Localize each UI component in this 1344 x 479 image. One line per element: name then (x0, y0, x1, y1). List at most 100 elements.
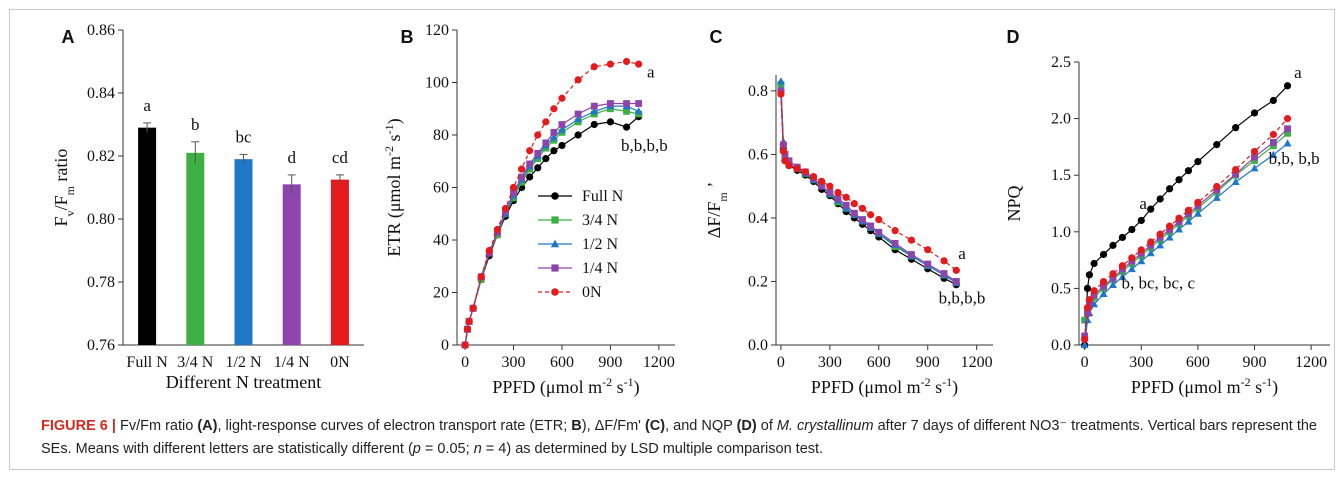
data-point-1-4-n (574, 110, 582, 118)
data-point-1-4-n (1232, 170, 1240, 178)
data-point-0n (891, 227, 899, 235)
y-tick-label-b: 100 (425, 75, 449, 92)
caption-ref-a: (A) (197, 418, 218, 434)
data-point-0n (850, 200, 858, 208)
y-tick-label-d: 2.0 (1051, 111, 1071, 128)
y-tick-label-c: 0.2 (748, 273, 768, 290)
data-point-0n (940, 257, 948, 265)
data-point-full-n (574, 131, 582, 139)
x-tick-label-c: 300 (818, 354, 842, 371)
data-point-0n (952, 266, 960, 274)
data-point-full-n (1250, 109, 1259, 117)
y-tick-label-a: 0.82 (87, 148, 115, 165)
significance-letter: d (287, 148, 296, 167)
data-point-full-n (622, 123, 631, 131)
significance-annotation-d: b,b, b,b (1269, 149, 1320, 168)
data-point-1-2-n (557, 125, 566, 133)
significance-annotation-b: b,b,b,b (621, 136, 668, 155)
data-point-full-n (1137, 216, 1145, 225)
y-tick-label-b: 120 (425, 22, 449, 39)
data-point-1-4-n (1100, 282, 1107, 290)
data-point-1-4-n (558, 121, 566, 128)
data-point-0n (1109, 270, 1117, 278)
data-point-0n (785, 161, 793, 170)
data-point-1-2-n (1108, 280, 1117, 289)
data-point-0n (924, 246, 932, 254)
x-tick-label-d: 900 (1243, 354, 1267, 371)
data-point-full-n (1109, 241, 1117, 249)
data-point-full-n (1194, 158, 1202, 166)
caption-separator: | (111, 418, 116, 434)
data-point-1-4-n (952, 278, 960, 285)
data-point-1-4-n (623, 100, 630, 107)
data-point-1-2-n (1083, 315, 1092, 324)
x-tick-label-c: 600 (867, 354, 891, 371)
data-point-0n (907, 236, 916, 244)
significance-annotation-d: a (1294, 63, 1302, 82)
data-point-full-n (1156, 195, 1164, 203)
x-tick-label-b: 0 (461, 354, 469, 371)
caption-ref-d: (D) (736, 418, 757, 434)
data-point-0n (781, 157, 789, 165)
data-point-1-4-n (542, 139, 550, 147)
data-point-full-n (606, 118, 615, 126)
significance-annotation-c: b,b,b,b (939, 289, 986, 308)
data-point-1-2-n (1250, 164, 1259, 172)
data-point-0n (463, 325, 472, 333)
data-point-0n (1118, 262, 1127, 270)
data-point-full-n (1118, 233, 1127, 242)
bar-1-2-n (234, 159, 253, 345)
data-point-0n (526, 147, 534, 155)
caption-text-3: ), ΔF/Fm' (581, 418, 641, 434)
data-point-0n (834, 188, 842, 197)
data-point-0n (1283, 115, 1292, 123)
data-point-1-2-n (1146, 249, 1155, 257)
data-point-full-n (1213, 141, 1221, 149)
data-point-0n (826, 182, 834, 190)
data-point-0n (875, 215, 883, 224)
data-point-0n (465, 317, 473, 325)
data-point-1-2-n (1231, 177, 1240, 185)
legend-label-1-2-n: 1/2 N (582, 236, 618, 253)
data-point-full-n (1083, 284, 1092, 292)
data-point-1-4-n (785, 157, 793, 165)
y-tick-label-a: 0.86 (87, 22, 115, 39)
y-tick-label-d: 2.5 (1051, 54, 1071, 71)
legend-marker-1-2-n (550, 239, 560, 248)
x-tick-label-d: 600 (1186, 354, 1210, 371)
data-point-full-n (526, 173, 534, 181)
y-tick-label-b: 0 (441, 337, 449, 354)
data-point-full-n (1232, 124, 1240, 132)
caption-text-7: = 0.05; (424, 441, 470, 457)
data-point-1-2-n (1080, 340, 1089, 348)
data-point-1-4-n (1085, 300, 1093, 308)
significance-letter: b (191, 115, 200, 134)
bar-0n (330, 179, 349, 345)
data-point-1-4-n (1084, 309, 1091, 317)
y-axis-label-a: Fv/Fm ratio (51, 149, 77, 227)
data-point-1-4-n (818, 182, 826, 190)
x-tick-label-b: 600 (550, 354, 574, 371)
data-point-0n (1269, 130, 1277, 139)
data-point-0n (590, 63, 598, 71)
data-point-1-2-n (590, 107, 599, 115)
x-tick-label-c: 900 (916, 354, 940, 371)
data-point-1-4-n (850, 209, 858, 217)
bar-full-n (138, 127, 157, 346)
data-point-0n (542, 118, 550, 126)
data-point-1-4-n (908, 251, 915, 258)
data-point-full-n (1283, 82, 1292, 90)
legend-label-3-4-n: 3/4 N (582, 212, 618, 229)
data-point-0n (842, 193, 850, 201)
data-point-1-2-n (1269, 150, 1278, 158)
x-axis-label-d: PPFD (μmol m-2 s-1) (1131, 375, 1278, 398)
data-point-0n (550, 105, 558, 113)
data-point-0n (1175, 214, 1183, 222)
x-tick-label-d: 300 (1129, 354, 1153, 371)
panel-label-b: B (401, 27, 414, 47)
x-axis-label-a: Different N treatment (166, 372, 322, 392)
data-point-full-n (1085, 271, 1093, 279)
data-point-0n (867, 211, 875, 219)
legend-label-1-4-n: 1/4 N (582, 260, 618, 277)
data-point-1-2-n (634, 107, 643, 115)
